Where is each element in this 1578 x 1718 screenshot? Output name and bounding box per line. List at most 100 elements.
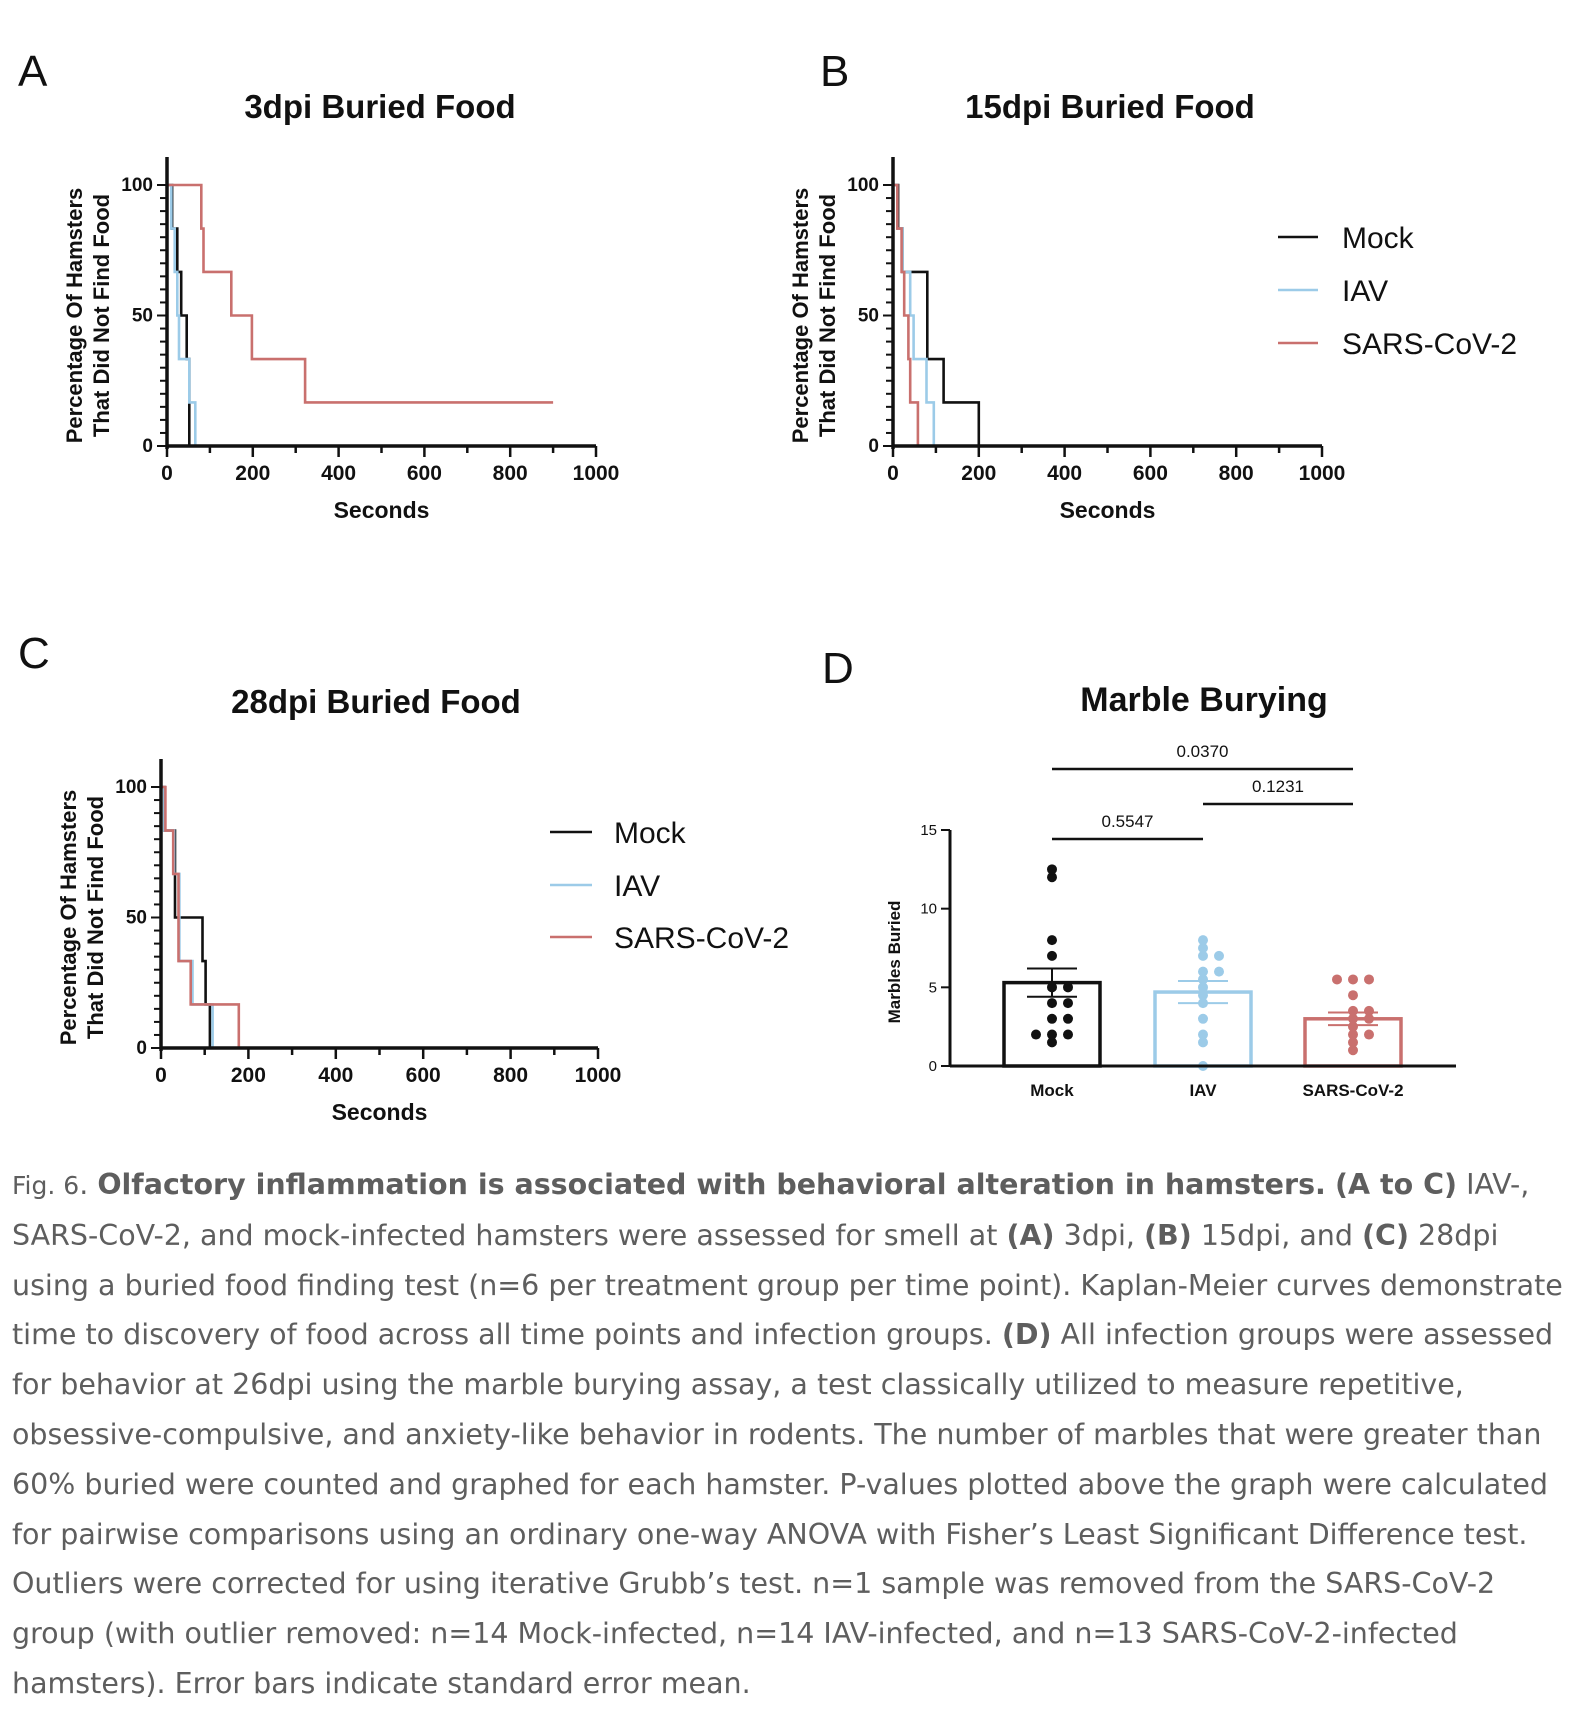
x-tick-label: 0 <box>887 462 899 485</box>
data-point <box>1047 1013 1057 1024</box>
x-tick-label: 1000 <box>575 1064 622 1087</box>
caption-ref-d: (D) <box>1001 1318 1052 1352</box>
x-tick-label: 800 <box>493 1064 528 1087</box>
km-curve-sars-cov-2 <box>167 183 554 404</box>
data-point <box>1348 1021 1358 1032</box>
legend-label-mock: Mock <box>1342 222 1415 255</box>
x-tick-label: 600 <box>407 462 442 485</box>
legend-28dpi: Mock IAV SARS-CoV-2 <box>550 817 789 955</box>
data-point <box>1214 950 1224 961</box>
panel-letter-b: B <box>820 47 849 96</box>
panel-letter-d: D <box>822 644 854 693</box>
data-point <box>1047 1037 1057 1048</box>
p-value-label: 0.0370 <box>1177 742 1229 761</box>
data-point <box>1348 1013 1358 1024</box>
km-curve-sars-cov-2 <box>161 785 241 1048</box>
legend-label-sars: SARS-CoV-2 <box>614 922 789 955</box>
data-point <box>1364 1005 1374 1016</box>
caption-ref-a: (A) <box>1006 1218 1055 1252</box>
km-curve-sars-cov-2 <box>893 183 920 446</box>
data-point <box>1198 982 1208 993</box>
y-axis-label: Percentage Of Hamsters <box>788 188 813 444</box>
p-value-label: 0.1231 <box>1252 777 1304 796</box>
data-point <box>1047 1029 1057 1040</box>
x-tick-label: 600 <box>1133 462 1168 485</box>
x-tick-label: 200 <box>231 1064 266 1087</box>
data-point <box>1332 974 1342 985</box>
x-tick-label: 0 <box>161 462 173 485</box>
data-point <box>1348 1045 1358 1056</box>
data-point <box>1063 998 1073 1009</box>
y-tick-label: 100 <box>115 777 147 798</box>
panel-title-c: 28dpi Buried Food <box>231 683 521 720</box>
data-point <box>1364 974 1374 985</box>
data-point <box>1348 990 1358 1001</box>
data-point <box>1198 974 1208 985</box>
y-tick-label: 50 <box>126 908 147 929</box>
x-axis-label: Seconds <box>332 1099 428 1125</box>
legend-label-sars: SARS-CoV-2 <box>1342 328 1517 361</box>
y-axis-label: Percentage Of Hamsters <box>62 188 87 444</box>
y-axis-label: That Did Not Find Food <box>89 194 114 437</box>
data-point <box>1047 982 1057 993</box>
legend-label-mock: Mock <box>614 817 687 850</box>
figure-6: A 3dpi Buried Food B 15dpi Buried Food C… <box>18 47 1517 1125</box>
legend-label-iav: IAV <box>614 870 660 903</box>
data-point <box>1198 1037 1208 1048</box>
x-tick-label: 1000 <box>1299 462 1346 485</box>
data-point <box>1364 1029 1374 1040</box>
category-label: IAV <box>1189 1081 1217 1100</box>
panel-title-b: 15dpi Buried Food <box>965 88 1255 125</box>
y-tick-label: 0 <box>142 436 153 457</box>
data-point <box>1198 1029 1208 1040</box>
category-label: SARS-CoV-2 <box>1302 1081 1403 1100</box>
data-point <box>1348 974 1358 985</box>
data-point <box>1063 1013 1073 1024</box>
panel-letter-a: A <box>18 47 48 96</box>
caption-text-3: 15dpi, and <box>1191 1218 1363 1252</box>
y-tick-label: 0 <box>136 1038 147 1059</box>
x-axis-label: Seconds <box>1060 497 1156 523</box>
caption-text-2: 3dpi, <box>1054 1218 1144 1252</box>
data-point <box>1198 998 1208 1009</box>
data-point <box>1063 1029 1073 1040</box>
x-tick-label: 200 <box>235 462 270 485</box>
x-tick-label: 600 <box>406 1064 441 1087</box>
km-curve-mock <box>161 785 212 1048</box>
data-point <box>1031 1029 1041 1040</box>
legend-label-iav: IAV <box>1342 275 1388 308</box>
y-axis-label: That Did Not Find Food <box>815 194 840 437</box>
x-tick-label: 800 <box>1219 462 1254 485</box>
data-point <box>1198 943 1208 953</box>
category-label: Mock <box>1030 1081 1074 1100</box>
y-tick-label: 100 <box>847 175 879 196</box>
figure-caption: Fig. 6. Olfactory inflammation is associ… <box>12 1168 1563 1700</box>
x-tick-label: 1000 <box>573 462 620 485</box>
km-curve-iav <box>167 183 197 446</box>
data-point <box>1198 990 1208 1001</box>
y-tick-label: 0 <box>929 1058 937 1075</box>
y-tick-label: 0 <box>868 436 879 457</box>
x-tick-label: 400 <box>318 1064 353 1087</box>
data-point <box>1047 935 1057 946</box>
caption-ref-c: (C) <box>1362 1218 1409 1252</box>
caption-fig-label: Fig. 6 <box>12 1171 80 1200</box>
data-point <box>1047 864 1057 875</box>
y-tick-label: 100 <box>121 175 153 196</box>
y-tick-label: 50 <box>132 306 153 327</box>
data-point <box>1214 966 1224 977</box>
data-point <box>1047 950 1057 961</box>
data-point <box>1047 998 1057 1009</box>
data-point <box>1348 1005 1358 1016</box>
panel-title-d: Marble Burying <box>1080 681 1327 719</box>
panel-title-a: 3dpi Buried Food <box>244 88 515 125</box>
legend-15dpi: Mock IAV SARS-CoV-2 <box>1278 222 1517 361</box>
data-point <box>1198 1013 1208 1024</box>
caption-text-4: 28dpi using a buried food finding test (… <box>12 1218 1563 1352</box>
data-point <box>1047 872 1057 883</box>
p-value-label: 0.5547 <box>1102 812 1154 831</box>
y-axis-label: Percentage Of Hamsters <box>56 790 81 1046</box>
